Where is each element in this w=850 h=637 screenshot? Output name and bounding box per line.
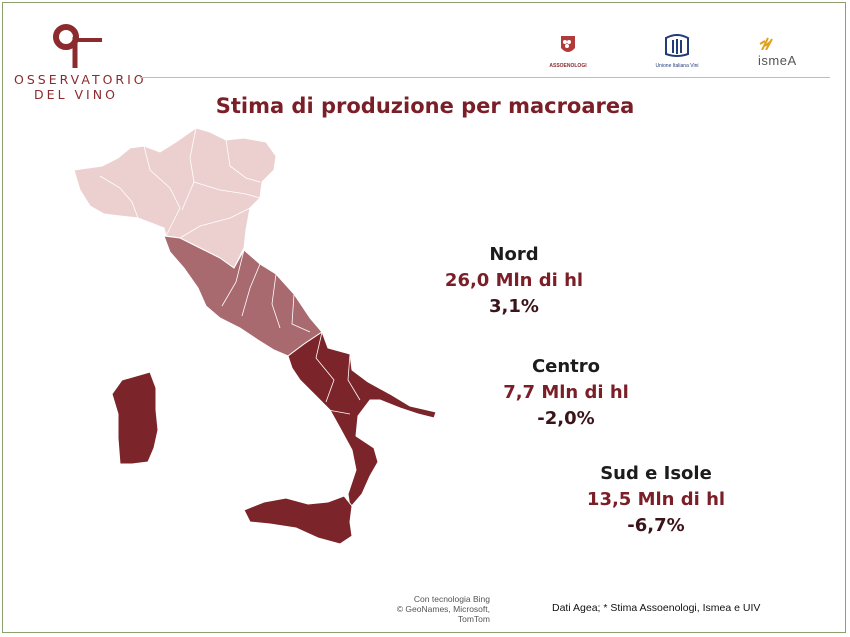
osservatorio-logo-text: OSSERVATORIO DEL VINO <box>14 72 144 102</box>
italy-macroarea-map <box>73 127 437 545</box>
grape-shield-icon <box>561 36 575 52</box>
area-nord-production: 26,0 Mln di hl <box>444 270 584 291</box>
map-credit: Con tecnologia Bing © GeoNames, Microsof… <box>378 594 490 624</box>
region-sicilia <box>243 495 353 545</box>
area-nord: Nord 26,0 Mln di hl 3,1% <box>424 242 604 320</box>
uiv-logo: Unione Italiana Vini <box>650 34 704 69</box>
area-sud-isole-name: Sud e Isole <box>600 463 712 484</box>
map-credit-line-2: © GeoNames, Microsoft, TomTom <box>396 604 490 624</box>
logo-line-2: DEL VINO <box>34 87 118 102</box>
assoenologi-logo: ASSOENOLOGI <box>548 34 588 69</box>
slide-title: Stima di produzione per macroarea <box>215 94 635 118</box>
wheat-icon <box>759 37 773 51</box>
area-sud-isole-variation: -6,7% <box>627 515 685 536</box>
ismea-label: ismeA <box>758 53 797 68</box>
header-divider <box>140 77 830 78</box>
uiv-label: Unione Italiana Vini <box>655 63 699 69</box>
logo-line-1: OSSERVATORIO <box>14 72 147 87</box>
region-sud-peninsula <box>287 331 437 510</box>
area-nord-name: Nord <box>489 244 539 265</box>
map-credit-line-1: Con tecnologia Bing <box>413 594 490 604</box>
assoenologi-label: ASSOENOLOGI <box>549 63 587 69</box>
uiv-emblem-icon <box>665 34 689 57</box>
region-sardegna <box>111 371 159 465</box>
area-centro-production: 7,7 Mln di hl <box>503 382 629 403</box>
area-centro-name: Centro <box>531 356 601 377</box>
area-nord-variation: 3,1% <box>489 296 539 317</box>
area-sud-isole-production: 13,5 Mln di hl <box>586 489 726 510</box>
area-centro-variation: -2,0% <box>537 408 595 429</box>
ismea-logo: ismeA <box>758 36 814 68</box>
area-centro: Centro 7,7 Mln di hl -2,0% <box>476 354 656 432</box>
osservatorio-logo-icon <box>53 24 102 68</box>
region-borders <box>99 127 361 415</box>
area-sud-isole: Sud e Isole 13,5 Mln di hl -6,7% <box>566 461 746 539</box>
source-note: Dati Agea; * Stima Assoenologi, Ismea e … <box>552 602 761 614</box>
